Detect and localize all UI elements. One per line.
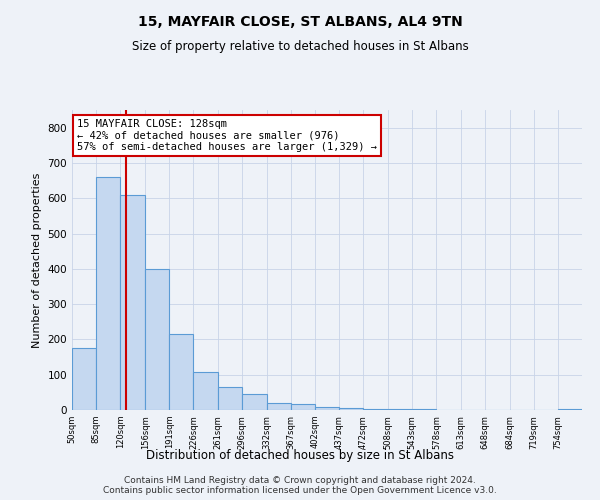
- Bar: [242, 394, 266, 410]
- Bar: [291, 404, 315, 410]
- Bar: [363, 409, 388, 410]
- Bar: [315, 407, 339, 410]
- Text: Distribution of detached houses by size in St Albans: Distribution of detached houses by size …: [146, 448, 454, 462]
- Bar: [145, 269, 169, 410]
- Bar: [96, 177, 121, 410]
- Text: Size of property relative to detached houses in St Albans: Size of property relative to detached ho…: [131, 40, 469, 53]
- Text: 15 MAYFAIR CLOSE: 128sqm
← 42% of detached houses are smaller (976)
57% of semi-: 15 MAYFAIR CLOSE: 128sqm ← 42% of detach…: [77, 119, 377, 152]
- Y-axis label: Number of detached properties: Number of detached properties: [32, 172, 42, 348]
- Text: Contains HM Land Registry data © Crown copyright and database right 2024.
Contai: Contains HM Land Registry data © Crown c…: [103, 476, 497, 495]
- Text: 15, MAYFAIR CLOSE, ST ALBANS, AL4 9TN: 15, MAYFAIR CLOSE, ST ALBANS, AL4 9TN: [137, 15, 463, 29]
- Bar: [72, 348, 96, 410]
- Bar: [169, 334, 193, 410]
- Bar: [121, 194, 145, 410]
- Bar: [193, 372, 218, 410]
- Bar: [339, 408, 363, 410]
- Bar: [266, 403, 291, 410]
- Bar: [218, 387, 242, 410]
